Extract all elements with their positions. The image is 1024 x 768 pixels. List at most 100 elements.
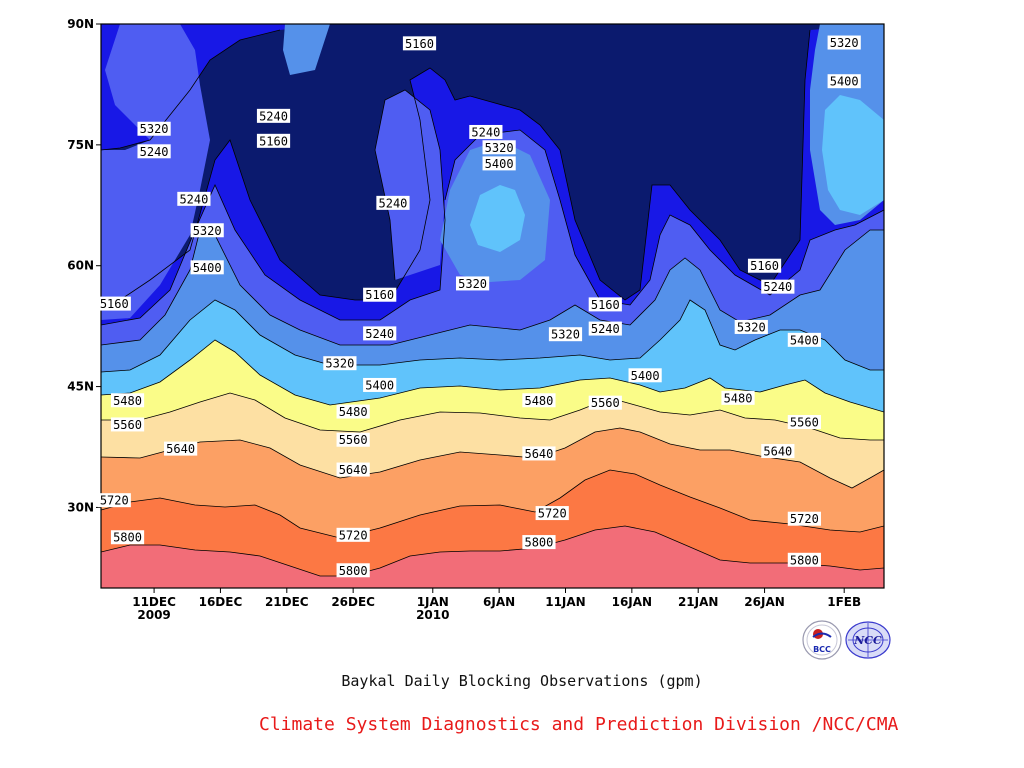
contour-label: 5400 xyxy=(827,74,861,89)
contour-label-text: 5800 xyxy=(524,536,553,550)
contour-label-text: 5320 xyxy=(830,36,859,50)
contour-label: 5240 xyxy=(137,144,171,159)
contour-label: 5240 xyxy=(469,124,503,139)
contour-label: 5480 xyxy=(522,393,556,408)
contour-line-5560 xyxy=(101,392,884,441)
contour-label-text: 5480 xyxy=(113,394,142,408)
contour-label: 5320 xyxy=(734,319,768,334)
contour-lines xyxy=(101,29,884,577)
contour-label: 5480 xyxy=(721,390,755,405)
contour-label: 5160 xyxy=(256,133,291,148)
contour-label-text: 5560 xyxy=(591,396,620,410)
contour-label-text: 5320 xyxy=(737,320,766,334)
x-tick-label: 11DEC xyxy=(132,595,176,609)
x-tick-label: 6JAN xyxy=(483,595,515,609)
credit-caption: Climate System Diagnostics and Predictio… xyxy=(259,714,899,735)
contour-label-text: 5320 xyxy=(485,141,514,155)
contour-label: 5400 xyxy=(363,377,397,392)
contour-label-text: 5240 xyxy=(259,109,288,123)
contour-label-text: 5480 xyxy=(724,391,753,405)
contour-label: 5640 xyxy=(336,462,370,477)
contour-line-5240 xyxy=(101,89,884,326)
ncc-logo: NCC xyxy=(845,621,891,659)
x-tick-label: 16DEC xyxy=(199,595,243,609)
contour-label-text: 5640 xyxy=(166,442,195,456)
contour-label: 5560 xyxy=(787,415,821,430)
contour-label-text: 5800 xyxy=(790,553,819,567)
contour-label: 5720 xyxy=(787,511,821,526)
contour-label: 5320 xyxy=(827,35,861,50)
contour-label: 5160 xyxy=(588,297,622,312)
contour-label-text: 5160 xyxy=(591,298,620,312)
x-tick-label: 26JAN xyxy=(744,595,785,609)
contour-label: 5240 xyxy=(363,326,397,341)
contour-label-text: 5480 xyxy=(339,405,368,419)
contour-label-text: 5720 xyxy=(538,507,567,521)
contour-label-text: 5640 xyxy=(763,445,792,459)
contour-label: 5720 xyxy=(97,493,131,508)
contour-labels: 5320 5240 5240 5320 5400 5160 5240 5160 5160 5240… xyxy=(97,35,861,578)
contour-label-text: 5240 xyxy=(379,196,408,210)
contour-label: 5400 xyxy=(628,368,662,383)
contour-label-text: 5480 xyxy=(524,394,553,408)
contour-label: 5560 xyxy=(588,395,622,410)
contour-label-text: 5560 xyxy=(339,433,368,447)
contour-label-text: 5240 xyxy=(591,322,620,336)
contour-label: 5800 xyxy=(522,535,556,550)
contour-label-text: 5160 xyxy=(750,259,779,273)
contour-label: 5320 xyxy=(190,223,224,238)
contour-label: 5400 xyxy=(787,332,821,347)
y-tick-label: 30N xyxy=(67,500,94,514)
contour-label: 5240 xyxy=(177,191,211,206)
contour-label-text: 5320 xyxy=(325,357,354,371)
x-tick-label: 1JAN xyxy=(417,595,449,609)
contour-label: 5400 xyxy=(190,260,224,275)
x-tick-label: 21JAN xyxy=(678,595,719,609)
contour-label: 5320 xyxy=(323,356,357,371)
contour-label: 5160 xyxy=(363,287,397,302)
y-axis: 30N 45N 60N 75N 90N xyxy=(67,17,101,514)
contour-label: 5480 xyxy=(336,404,370,419)
contour-label-text: 5320 xyxy=(551,328,580,342)
contour-label: 5560 xyxy=(110,417,145,432)
contour-line-5800 xyxy=(101,525,884,577)
contour-label: 5320 xyxy=(482,140,516,155)
x-tick-label: 11JAN xyxy=(545,595,586,609)
contour-label: 5720 xyxy=(336,527,370,542)
ncc-logo-text: NCC xyxy=(853,634,882,647)
contour-label-text: 5400 xyxy=(365,378,394,392)
contour-label-text: 5560 xyxy=(113,418,142,432)
contour-label: 5640 xyxy=(761,444,795,459)
contour-label: 5560 xyxy=(336,432,370,447)
x-tick-label: 16JAN xyxy=(612,595,653,609)
bcc-logo: BCC xyxy=(802,620,842,660)
band-above-5800 xyxy=(101,526,884,588)
contour-label-text: 5320 xyxy=(140,122,169,136)
bcc-logo-text: BCC xyxy=(813,645,831,654)
contour-line-5160 xyxy=(101,29,811,301)
contour-label: 5320 xyxy=(137,121,171,136)
contour-label-text: 5240 xyxy=(471,125,500,139)
contour-label-text: 5160 xyxy=(365,288,394,302)
contour-label-text: 5240 xyxy=(140,145,169,159)
contour-label-text: 5640 xyxy=(339,463,368,477)
contour-label-text: 5720 xyxy=(790,512,819,526)
contour-label: 5160 xyxy=(402,36,437,51)
contour-label: 5800 xyxy=(787,552,821,567)
contour-label: 5720 xyxy=(535,506,569,521)
contour-label-text: 5800 xyxy=(339,564,368,578)
contour-label: 5160 xyxy=(747,258,782,273)
contour-label: 5240 xyxy=(588,321,622,336)
contour-label: 5400 xyxy=(482,156,516,171)
contour-label: 5480 xyxy=(110,393,145,408)
contour-label-text: 5160 xyxy=(405,37,434,51)
x-tick-label: 26DEC xyxy=(331,595,375,609)
contour-label-text: 5240 xyxy=(763,280,792,294)
contour-label-text: 5800 xyxy=(113,531,142,545)
contour-label-text: 5320 xyxy=(458,277,487,291)
contour-label: 5240 xyxy=(256,108,291,123)
x-tick-label: 1FEB xyxy=(827,595,861,609)
contour-line-5400 xyxy=(101,299,884,373)
contour-label-text: 5160 xyxy=(259,134,288,148)
